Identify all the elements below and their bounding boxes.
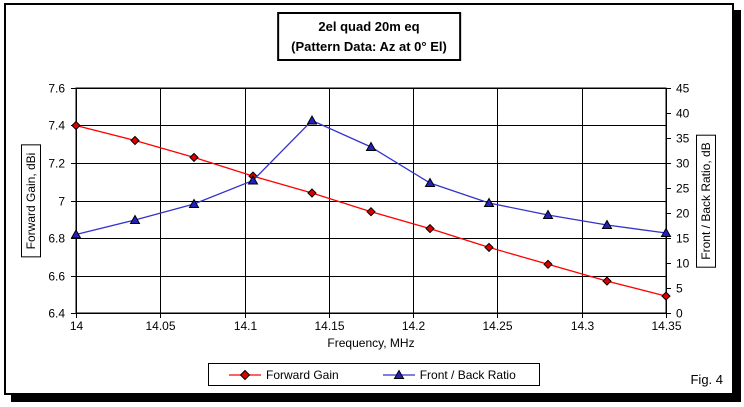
legend-label-front-back-ratio: Front / Back Ratio: [419, 367, 516, 382]
x-axis-tick-label: 14: [70, 319, 84, 333]
x-axis-tick-label: 14.35: [651, 319, 681, 333]
series-forward-gain: [71, 120, 671, 301]
diamond-marker: [130, 135, 140, 146]
figure-number: Fig. 4: [690, 372, 723, 387]
right-axis-tick-label: 45: [676, 82, 690, 96]
left-axis-tick-label: 7.4: [48, 119, 65, 133]
right-axis-tick-label: 25: [676, 182, 690, 196]
chart-title: 2el quad 20m eq: [318, 19, 420, 34]
triangle-marker: [393, 368, 405, 379]
left-axis-title-text: Forward Gain, dBi: [24, 152, 38, 250]
tick-marks: [71, 88, 671, 318]
x-axis-tick-label: 14.1: [234, 319, 258, 333]
x-axis-title: Frequency, MHz: [327, 336, 415, 350]
diamond-marker: [484, 242, 494, 253]
diamond-marker: [661, 291, 671, 301]
x-axis-tick-label: 14.05: [145, 319, 175, 333]
diamond-marker: [425, 223, 435, 234]
diamond-marker: [239, 369, 251, 380]
left-axis-tick-label: 6.6: [48, 270, 65, 284]
triangle-marker: [365, 141, 377, 151]
left-axis-tick-label: 6.8: [48, 232, 65, 246]
gridlines: [76, 88, 667, 314]
tick-labels: 7.6 7.4 7.2 7 6.8 6.6 6.4 45 40 35 30 25 20 15 10 5 0 14 1…: [48, 82, 689, 334]
triangle-marker: [70, 228, 82, 239]
diamond-marker: [71, 120, 81, 131]
diamond-marker: [602, 276, 612, 286]
left-axis-tick-label: 7: [58, 195, 65, 209]
legend-label-forward-gain: Forward Gain: [266, 367, 339, 382]
plot-area: 7.6 7.4 7.2 7 6.8 6.6 6.4 45 40 35 30 25 20 15 10 5 0 14 1…: [48, 82, 689, 334]
diamond-marker: [366, 206, 376, 217]
triangle-marker: [660, 227, 672, 237]
x-axis-tick-label: 14.25: [482, 319, 512, 333]
left-axis-tick-label: 7.6: [48, 82, 65, 96]
series-front-back-ratio: [70, 114, 672, 239]
chart-subtitle: (Pattern Data: Az at 0° El): [291, 38, 447, 54]
x-axis-tick-label: 14.2: [402, 319, 426, 333]
right-axis-tick-label: 35: [676, 132, 690, 146]
left-axis-tick-label: 6.4: [48, 307, 65, 321]
triangle-marker: [424, 177, 436, 187]
x-axis-tick-label: 14.15: [314, 319, 344, 333]
diamond-marker: [307, 188, 317, 198]
triangle-marker: [483, 197, 495, 207]
chart-frame: 7.6 7.4 7.2 7 6.8 6.6 6.4 45 40 35 30 25 20 15 10 5 0 14 1…: [4, 3, 734, 395]
right-axis-tick-label: 5: [676, 282, 683, 296]
right-axis-title-text: Front / Back Ratio, dB: [699, 142, 713, 260]
triangle-marker: [129, 214, 141, 224]
chart-title-box: 2el quad 20m eq (Pattern Data: Az at 0° …: [277, 12, 461, 61]
diamond-marker: [189, 152, 199, 163]
triangle-marker: [188, 198, 200, 208]
right-axis-title: Front / Back Ratio, dB: [696, 134, 716, 268]
front-back-ratio-legend-marker-icon: [382, 368, 415, 379]
legend-item-front-back-ratio: Front / Back Ratio: [382, 367, 516, 382]
triangle-marker: [601, 219, 613, 229]
legend: Forward Gain Front / Back Ratio: [208, 363, 540, 386]
right-axis-tick-label: 40: [676, 107, 690, 121]
right-axis-tick-label: 10: [676, 257, 690, 271]
diamond-marker: [543, 259, 553, 270]
x-axis-tick-label: 14.3: [571, 319, 595, 333]
right-axis-tick-label: 15: [676, 232, 690, 246]
legend-item-forward-gain: Forward Gain: [229, 368, 339, 382]
triangle-marker: [306, 114, 318, 125]
forward-gain-legend-marker-icon: [229, 369, 261, 380]
right-axis-tick-label: 0: [676, 307, 683, 321]
right-axis-tick-label: 20: [676, 207, 690, 221]
triangle-marker: [542, 209, 554, 219]
right-axis-tick-label: 30: [676, 157, 690, 171]
triangle-marker: [247, 174, 259, 185]
series-line: [75, 119, 667, 236]
left-axis-tick-label: 7.2: [48, 157, 65, 171]
plot-border: [75, 87, 667, 314]
left-axis-title: Forward Gain, dBi: [21, 144, 41, 258]
